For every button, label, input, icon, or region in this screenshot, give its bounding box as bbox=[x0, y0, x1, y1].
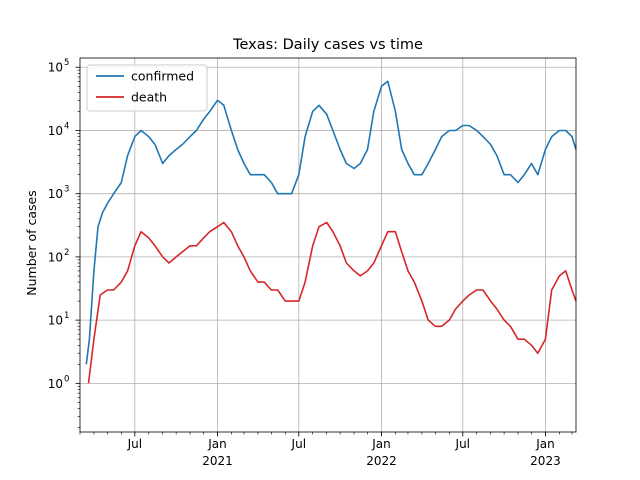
y-tick-label: 10 3 bbox=[48, 185, 70, 202]
legend-label-confirmed: confirmed bbox=[131, 69, 194, 84]
y-tick-exponent: 4 bbox=[64, 121, 69, 131]
y-tick-exponent: 2 bbox=[64, 248, 69, 258]
y-tick-base: 10 bbox=[48, 61, 63, 75]
y-tick-base: 10 bbox=[48, 314, 63, 328]
y-tick-base: 10 bbox=[48, 124, 63, 138]
y-tick-label: 10 2 bbox=[48, 248, 70, 264]
legend: confirmed death bbox=[86, 64, 208, 112]
series-line-death bbox=[87, 221, 577, 384]
y-tick-label: 10 1 bbox=[48, 311, 70, 328]
series-line-confirmed bbox=[85, 80, 577, 365]
y-tick-label: 10 4 bbox=[48, 121, 70, 138]
y-tick-exponent: 0 bbox=[64, 374, 69, 384]
y-tick-exponent: 5 bbox=[64, 58, 69, 68]
plot-series bbox=[85, 80, 577, 384]
x-tick-year-label: 2022 bbox=[366, 454, 397, 468]
y-tick-exponent: 3 bbox=[64, 185, 69, 195]
chart-title: Texas: Daily cases vs time bbox=[232, 37, 423, 53]
legend-label-death: death bbox=[131, 90, 167, 105]
x-tick-label: Jul bbox=[127, 437, 142, 451]
x-tick-label: Jan bbox=[207, 437, 227, 451]
x-tick-year-label: 2023 bbox=[530, 454, 561, 468]
x-tick-label: Jul bbox=[291, 437, 306, 451]
y-axis-label: Number of cases bbox=[24, 190, 39, 295]
y-tick-base: 10 bbox=[48, 187, 63, 201]
y-tick-base: 10 bbox=[48, 250, 63, 264]
x-tick-label: Jan bbox=[535, 437, 555, 451]
y-tick-label: 10 0 bbox=[48, 374, 70, 391]
y-tick-label: 10 5 bbox=[48, 58, 70, 75]
x-tick-label: Jan bbox=[371, 437, 391, 451]
x-tick-label: Jul bbox=[455, 437, 470, 451]
y-tick-exponent: 1 bbox=[64, 311, 69, 321]
y-tick-base: 10 bbox=[48, 377, 63, 391]
plot-frame bbox=[79, 57, 577, 433]
x-tick-year-label: 2021 bbox=[202, 454, 233, 468]
